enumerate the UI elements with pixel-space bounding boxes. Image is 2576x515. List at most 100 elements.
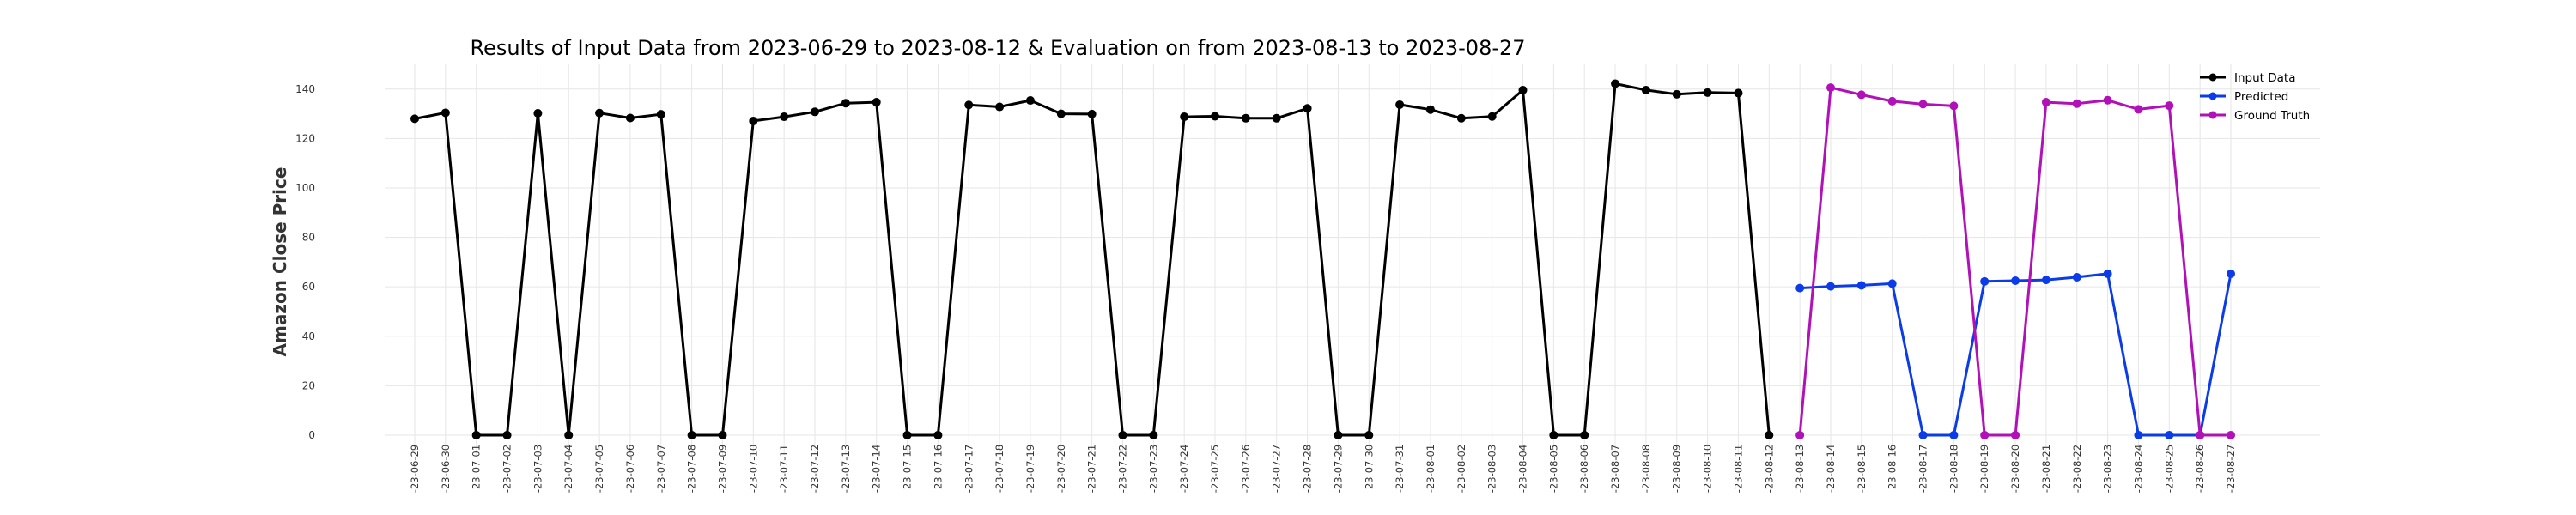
x-tick-label: -23-07-23 <box>1147 445 1159 493</box>
data-point <box>1949 430 1959 439</box>
data-point <box>811 107 820 117</box>
data-point <box>1672 89 1681 99</box>
chart-title: Results of Input Data from 2023-06-29 to… <box>470 36 1525 60</box>
x-tick-label: -23-07-12 <box>809 445 821 493</box>
data-point <box>1703 88 1712 97</box>
data-point <box>1303 104 1312 113</box>
data-point <box>1211 112 1220 121</box>
x-tick-label: -23-08-17 <box>1917 445 1929 493</box>
x-tick-label: -23-07-27 <box>1271 445 1283 493</box>
series-predicted <box>1795 269 2235 439</box>
data-point <box>2041 276 2050 285</box>
y-axis-ticks: 0 20 40 60 80 100 120 140 <box>295 83 315 441</box>
x-tick-label: -23-08-12 <box>1763 445 1775 493</box>
data-point <box>902 430 912 439</box>
data-point <box>2103 269 2112 278</box>
legend-marker <box>2208 111 2217 119</box>
data-point <box>1025 96 1035 106</box>
data-point <box>1641 85 1650 94</box>
legend: Input Data Predicted Ground Truth <box>2200 71 2310 123</box>
legend-label: Predicted <box>2234 90 2288 104</box>
data-point <box>1826 83 1835 93</box>
x-tick-label: -23-08-05 <box>1547 445 1559 493</box>
x-tick-label: -23-07-31 <box>1394 445 1406 493</box>
x-tick-label: -23-07-13 <box>840 445 852 493</box>
x-tick-label: -23-07-28 <box>1302 445 1314 493</box>
y-axis-label: Amazon Close Price <box>270 167 290 357</box>
data-point <box>1980 430 1990 439</box>
data-point <box>1580 430 1589 439</box>
data-point <box>2134 105 2143 114</box>
x-tick-label: -23-07-07 <box>655 445 667 493</box>
y-tick-label: 80 <box>302 232 315 244</box>
data-point <box>471 430 481 439</box>
x-tick-label: -23-07-21 <box>1086 445 1098 493</box>
data-point <box>1734 88 1743 98</box>
data-point <box>780 112 789 122</box>
x-tick-label: -23-08-13 <box>1794 445 1806 493</box>
data-point <box>656 110 665 119</box>
data-point <box>564 430 574 439</box>
legend-label: Ground Truth <box>2234 109 2310 123</box>
data-point <box>1425 105 1435 114</box>
x-tick-label: -23-07-25 <box>1209 445 1221 493</box>
data-point <box>1549 430 1558 439</box>
data-point <box>2072 272 2081 282</box>
x-tick-label: -23-07-19 <box>1024 445 1036 493</box>
x-tick-label: -23-07-17 <box>963 445 975 493</box>
x-tick-label: -23-08-20 <box>2009 445 2021 493</box>
legend-item: Predicted <box>2200 90 2288 104</box>
x-tick-label: -23-07-08 <box>686 445 698 493</box>
x-tick-label: -23-08-19 <box>1978 445 1990 493</box>
x-tick-label: -23-08-11 <box>1732 445 1744 493</box>
data-point <box>2165 101 2174 111</box>
data-point <box>872 98 881 107</box>
legend-item: Ground Truth <box>2200 109 2310 123</box>
data-point <box>1887 279 1897 288</box>
data-point <box>2041 98 2050 107</box>
x-tick-label: -23-08-10 <box>1702 445 1714 493</box>
x-tick-label: -23-08-23 <box>2102 445 2114 493</box>
x-tick-label: -23-08-15 <box>1856 445 1868 493</box>
x-tick-label: -23-07-16 <box>932 445 944 493</box>
series-ground-truth <box>1795 83 2235 439</box>
x-tick-label: -23-08-21 <box>2040 445 2052 493</box>
x-tick-label: -23-08-06 <box>1578 445 1590 493</box>
x-tick-label: -23-07-05 <box>593 445 605 493</box>
x-tick-label: -23-08-04 <box>1517 445 1529 493</box>
data-point <box>1118 430 1127 439</box>
data-point <box>2011 276 2020 285</box>
x-tick-label: -23-07-11 <box>778 445 790 493</box>
legend-label: Input Data <box>2234 71 2295 85</box>
y-tick-label: 60 <box>302 281 315 293</box>
x-tick-label: -23-07-20 <box>1055 445 1067 493</box>
data-point <box>1918 100 1928 109</box>
x-tick-label: -23-08-16 <box>1886 445 1899 493</box>
data-point <box>1456 113 1466 123</box>
x-tick-label: -23-07-30 <box>1363 445 1375 493</box>
data-point <box>1795 430 1805 439</box>
data-point <box>1826 282 1835 291</box>
data-point <box>1887 96 1897 106</box>
x-tick-label: -23-07-24 <box>1178 445 1190 493</box>
data-point <box>595 108 605 118</box>
data-point <box>2011 430 2020 439</box>
series-layer <box>410 79 2235 439</box>
data-point <box>1611 79 1620 88</box>
data-point <box>1180 112 1189 122</box>
x-tick-label: -23-08-01 <box>1425 445 1437 493</box>
data-point <box>1765 430 1774 439</box>
x-tick-label: -23-08-27 <box>2225 445 2237 493</box>
x-tick-label: -23-08-02 <box>1455 445 1467 493</box>
data-point <box>1364 430 1374 439</box>
data-point <box>749 116 758 125</box>
legend-marker <box>2208 92 2217 100</box>
y-tick-label: 40 <box>302 330 315 342</box>
data-point <box>502 430 512 439</box>
data-point <box>964 100 974 110</box>
x-tick-label: -23-07-03 <box>532 445 544 493</box>
x-tick-label: -23-07-06 <box>624 445 636 493</box>
x-tick-label: -23-08-08 <box>1640 445 1652 493</box>
y-tick-label: 20 <box>302 379 315 391</box>
